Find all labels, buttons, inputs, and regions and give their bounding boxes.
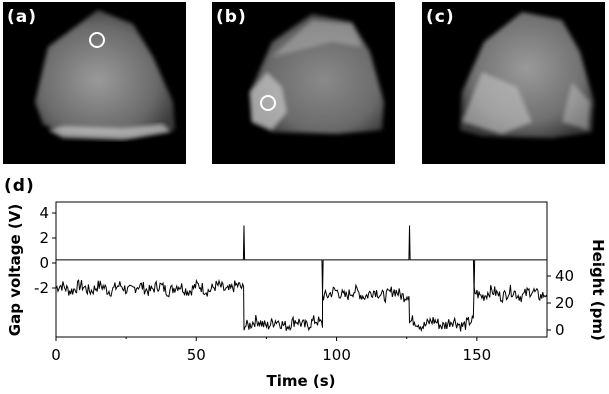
panel-label-b: (b) [216, 7, 247, 27]
marker-circle-b [260, 95, 276, 111]
stm-image-c [422, 2, 605, 164]
panel-label-d: (d) [4, 176, 35, 196]
plot-frame [55, 201, 548, 338]
x-tick-label: 50 [187, 346, 206, 364]
x-tick-label: 0 [51, 346, 61, 364]
marker-circle-a [89, 32, 105, 48]
x-tick-label: 100 [322, 346, 351, 364]
stm-image-b [212, 2, 395, 164]
series-gap-voltage [56, 225, 547, 295]
y-axis-label-right: Height (pm) [589, 239, 607, 341]
x-tick-label: 150 [463, 346, 492, 364]
series-height [55, 278, 548, 333]
panel-label-a: (a) [7, 7, 38, 27]
y-tick-label-left: 0 [39, 254, 49, 272]
y-tick-label-right: 20 [555, 294, 574, 312]
y-tick-label-left: 2 [39, 229, 49, 247]
stm-image-a [3, 2, 186, 164]
y-tick-label-left: 4 [39, 204, 49, 222]
y-tick-label-left: -2 [34, 279, 49, 297]
markers-layer [89, 32, 276, 111]
x-axis-label: Time (s) [266, 372, 335, 390]
y-tick-label-right: 0 [555, 321, 565, 339]
panel-label-c: (c) [426, 7, 455, 27]
y-tick-label-right: 40 [555, 267, 574, 285]
y-axis-label-left: Gap voltage (V) [6, 204, 24, 336]
